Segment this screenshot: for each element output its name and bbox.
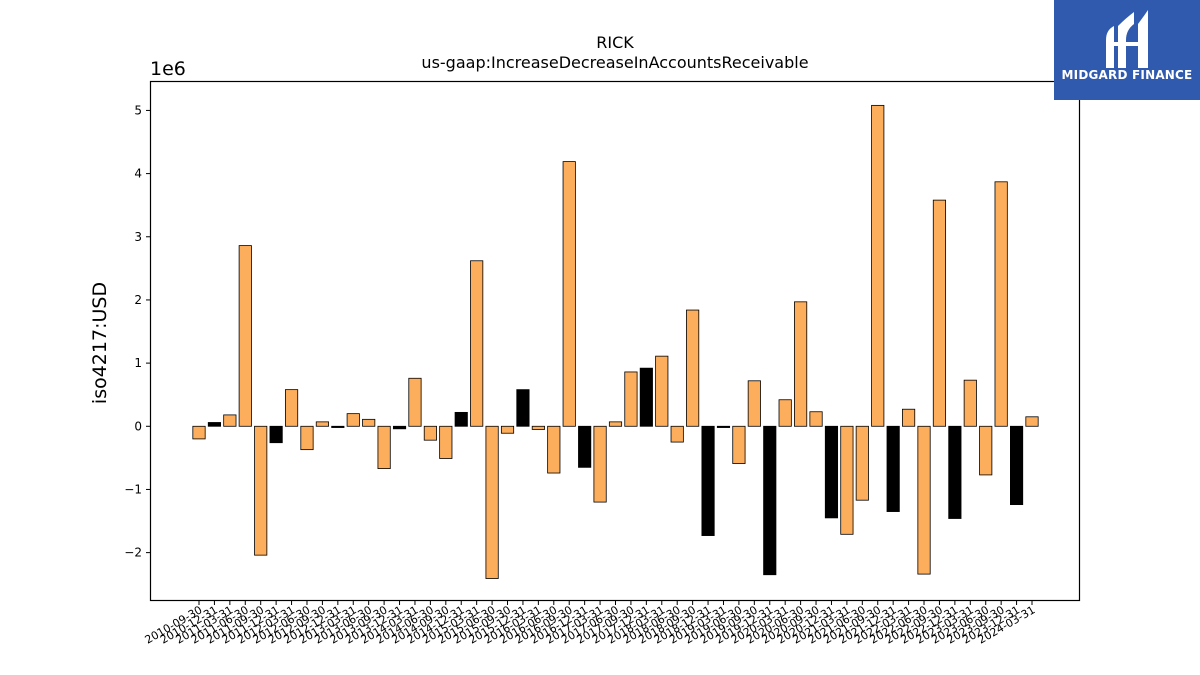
bar [439, 425, 453, 459]
bar [917, 425, 931, 575]
bar [578, 425, 592, 468]
bar [840, 425, 854, 535]
bar [763, 425, 777, 576]
bar [824, 425, 839, 519]
bar [778, 399, 792, 427]
bar [871, 104, 885, 427]
bar [500, 425, 515, 434]
bar [315, 421, 329, 427]
bar [701, 425, 715, 536]
y-axis-label: iso4217:USD [89, 282, 111, 404]
y-tick-label: 4 [134, 167, 142, 181]
chart-subtitle: us-gaap:IncreaseDecreaseInAccountsReceiv… [421, 53, 808, 72]
bar [794, 301, 808, 427]
chart-title: RICK [596, 33, 634, 52]
bar [902, 408, 916, 427]
bar [362, 418, 376, 427]
bar [238, 245, 252, 427]
bar [932, 199, 947, 427]
bar [809, 411, 823, 427]
y-tick-label: 2 [134, 293, 142, 307]
bar [948, 425, 962, 519]
y-tick-label: 3 [134, 230, 142, 244]
bar [408, 377, 422, 427]
bar [979, 425, 993, 476]
y-tick-label: 5 [134, 103, 142, 117]
bar [516, 389, 530, 427]
y-tick-label: 1 [134, 356, 142, 370]
bar [639, 367, 653, 427]
bar [470, 260, 484, 427]
bar [686, 309, 700, 427]
bar [547, 425, 561, 474]
bar [377, 425, 391, 469]
bar [223, 414, 237, 427]
bar [593, 425, 607, 503]
bar [331, 425, 345, 428]
bar [300, 425, 314, 451]
bar [454, 411, 468, 427]
bar [531, 425, 545, 430]
bar [392, 425, 407, 430]
bar [1010, 425, 1024, 506]
y-multiplier-label: 1e6 [150, 58, 186, 80]
bar [624, 371, 638, 427]
y-tick-label: −1 [124, 482, 142, 496]
bar [207, 422, 221, 427]
ticks-layer: 2010-09-302010-12-312011-03-312011-06-30… [124, 103, 1037, 646]
bar [423, 425, 437, 441]
bar [1025, 416, 1039, 427]
bar [886, 425, 900, 512]
y-tick-label: −2 [124, 546, 142, 560]
bar [562, 161, 576, 427]
bar [716, 425, 731, 428]
bar [732, 425, 746, 464]
bars-layer [192, 104, 1039, 579]
bar [269, 425, 283, 444]
bar [346, 413, 360, 427]
logo-mark-icon [1106, 10, 1148, 68]
brand-logo: MIDGARD FINANCE [1054, 0, 1200, 100]
bar [963, 379, 977, 427]
bar [284, 389, 299, 427]
bar [747, 380, 761, 427]
bar [485, 425, 499, 579]
bar [608, 421, 623, 427]
plot-frame [149, 80, 1081, 602]
bar [254, 425, 268, 556]
bar [855, 425, 869, 501]
logo-text: MIDGARD FINANCE [1061, 68, 1193, 82]
bar [670, 425, 684, 443]
bar [994, 181, 1008, 427]
bar [655, 355, 669, 427]
bar [192, 425, 206, 440]
y-tick-label: 0 [134, 419, 142, 433]
